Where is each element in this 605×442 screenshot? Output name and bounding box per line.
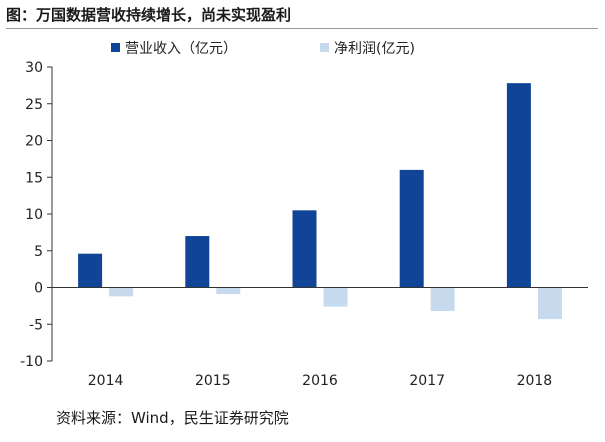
x-tick-label: 2015 — [195, 373, 231, 389]
x-tick-label: 2017 — [409, 373, 445, 389]
y-tick-label: -5 — [29, 317, 43, 333]
y-tick-label: 15 — [25, 170, 43, 186]
y-tick-label: 20 — [25, 134, 43, 150]
y-tick-label: 0 — [34, 281, 43, 297]
legend-label: 净利润(亿元) — [334, 41, 415, 57]
figure-source: 资料来源：Wind，民生证券研究院 — [56, 409, 289, 427]
y-tick-label: 5 — [34, 244, 43, 260]
net-profit-bar — [216, 287, 241, 295]
y-tick-label: 10 — [25, 207, 43, 223]
revenue-bar — [185, 236, 210, 288]
legend-swatch — [111, 43, 120, 52]
revenue-bar — [506, 83, 531, 288]
revenue-bar — [399, 169, 424, 288]
legend-swatch — [320, 43, 329, 52]
x-tick-label: 2018 — [517, 373, 553, 389]
revenue-bar — [292, 210, 317, 288]
net-profit-bar — [430, 287, 455, 312]
x-axis: 2014 2015 2016 2017 2018 — [52, 287, 588, 389]
x-tick-label: 2016 — [302, 373, 338, 389]
x-tick-label: 2014 — [88, 373, 124, 389]
y-tick-label: -10 — [20, 354, 43, 370]
legend-label: 营业收入（亿元） — [125, 41, 237, 57]
bars-group — [78, 83, 562, 320]
net-profit-bar — [109, 287, 134, 297]
net-profit-bar — [537, 287, 562, 320]
figure-title: 图：万国数据营收持续增长，尚未实现盈利 — [6, 6, 292, 24]
title-divider — [6, 28, 598, 29]
y-tick-label: 30 — [25, 60, 43, 76]
revenue-bar — [78, 253, 103, 288]
net-profit-bar — [323, 287, 348, 307]
chart-legend: 营业收入（亿元） 净利润(亿元) — [111, 41, 415, 57]
y-tick-label: 25 — [25, 97, 43, 113]
y-axis: -10 -5 0 5 10 15 20 25 30 — [20, 60, 53, 370]
